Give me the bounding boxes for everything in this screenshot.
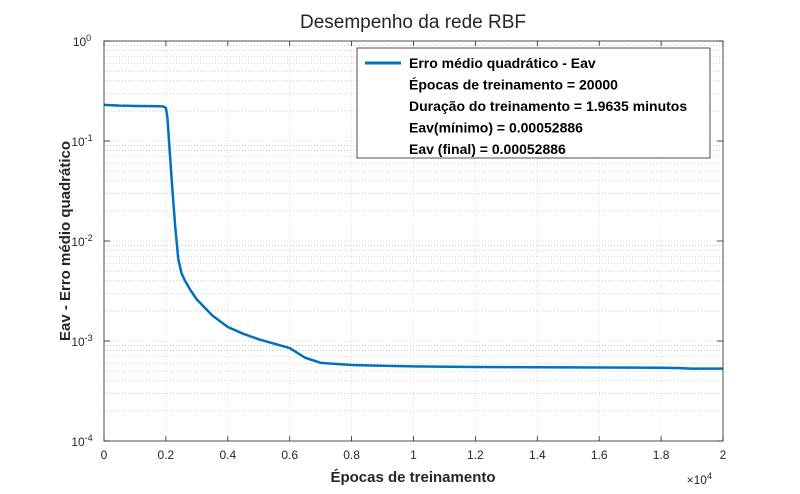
x-tick-label: 0.4 (219, 448, 236, 462)
axis-ticks (103, 40, 724, 442)
y-axis-label: Eav - Erro médio quadrático (57, 141, 74, 341)
x-tick-labels: 0 0.2 0.4 0.6 0.8 1 1.2 1.4 1.6 1.8 2 (101, 448, 727, 462)
x-tick-label: 1.8 (653, 448, 670, 462)
x-tick-label: 1.2 (467, 448, 484, 462)
legend-entry: Eav (final) = 0.00052886 (409, 141, 566, 157)
x-tick-label: 1.4 (529, 448, 546, 462)
x-tick-label: 0.6 (281, 448, 298, 462)
y-tick-base: 10 (73, 35, 87, 49)
x-axis-exponent: ×104 (687, 471, 712, 487)
legend-entry: Eav(mínimo) = 0.00052886 (409, 120, 583, 136)
y-tick-base: 10 (71, 135, 85, 149)
y-tick-power: -3 (85, 333, 93, 343)
y-tick-power: -2 (85, 233, 93, 243)
x-tick-label: 2 (720, 448, 727, 462)
y-tick-base: 10 (71, 235, 85, 249)
y-tick-power: -4 (85, 433, 93, 443)
y-tick-label: 10-1 (71, 133, 92, 149)
legend-entries: Erro médio quadrático - Eav Épocas de tre… (409, 55, 687, 157)
legend-entry: Erro médio quadrático - Eav (409, 55, 596, 71)
x-tick-label: 0.8 (343, 448, 360, 462)
x-axis-label: Épocas de treinamento (330, 469, 495, 486)
x-tick-label: 1.6 (591, 448, 608, 462)
y-tick-label: 10-4 (71, 433, 92, 449)
x-axis-exponent-power: 4 (707, 471, 712, 481)
y-tick-label: 10-3 (71, 333, 92, 349)
series-line-eav (103, 103, 724, 370)
y-tick-base: 10 (71, 435, 85, 449)
y-tick-power: -1 (85, 133, 93, 143)
x-tick-label: 0.2 (158, 448, 175, 462)
x-tick-label: 0 (101, 448, 108, 462)
chart-title: Desempenho da rede RBF (300, 12, 526, 33)
x-axis-exponent-base: ×10 (687, 473, 708, 487)
y-tick-label: 100 (73, 33, 91, 49)
legend: Erro médio quadrático - Eav Épocas de tre… (356, 47, 711, 159)
y-tick-power: 0 (86, 33, 91, 43)
legend-box (356, 47, 711, 159)
legend-entry: Épocas de treinamento = 20000 (409, 77, 618, 93)
x-tick-label: 1 (410, 448, 417, 462)
legend-entry: Duração do treinamento = 1.9635 minutos (409, 98, 687, 114)
y-tick-base: 10 (71, 335, 85, 349)
y-tick-label: 10-2 (71, 233, 92, 249)
